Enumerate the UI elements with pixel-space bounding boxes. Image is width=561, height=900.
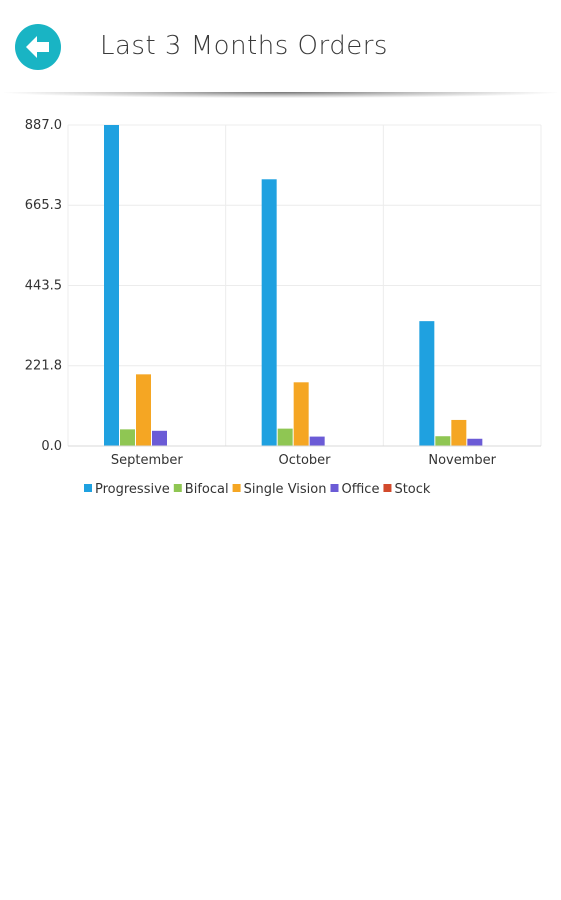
chart-grid	[67, 124, 542, 447]
legend-item-single-vision: Single Vision	[232, 482, 327, 497]
legend-swatch	[84, 484, 92, 492]
bar-office-november	[467, 438, 483, 446]
y-tick-label: 887.0	[25, 118, 62, 133]
legend-item-stock: Stock	[383, 482, 431, 497]
x-tick-label: October	[278, 453, 331, 468]
legend-label: Bifocal	[185, 482, 229, 497]
chart-axes: 0.0 221.8 443.5 665.3 887.0 September October N…	[25, 118, 541, 468]
bar-progressive-october	[261, 179, 277, 446]
legend-label: Office	[342, 482, 380, 497]
chart-legend: Progressive Bifocal Single Vision Office Sto…	[84, 482, 431, 497]
legend-label: Stock	[394, 482, 430, 497]
legend-swatch	[232, 484, 241, 492]
arrow-left-icon	[26, 36, 49, 58]
bar-office-september	[152, 430, 167, 446]
bar-bifocal-october	[277, 428, 293, 446]
legend-swatch	[383, 484, 392, 492]
legend-label: Single Vision	[244, 482, 327, 497]
bar-single-vision-september	[136, 374, 151, 446]
legend-item-office: Office	[330, 482, 380, 497]
back-button[interactable]	[15, 24, 61, 70]
bar-single-vision-october	[293, 382, 309, 446]
x-tick-label: September	[111, 453, 184, 468]
y-tick-label: 443.5	[25, 279, 62, 294]
header-divider	[4, 92, 557, 98]
bar-bifocal-november	[435, 436, 451, 446]
orders-chart: 0.0 221.8 443.5 665.3 887.0 September October N…	[0, 100, 561, 520]
chart-canvas: 0.0 221.8 443.5 665.3 887.0 September October N…	[25, 118, 542, 497]
x-tick-label: November	[428, 453, 496, 468]
chart-bars	[104, 125, 483, 446]
page-title: Last 3 Months Orders	[100, 31, 388, 61]
bar-progressive-november	[419, 321, 435, 446]
bar-bifocal-september	[120, 429, 135, 446]
app-header: Last 3 Months Orders	[0, 0, 561, 98]
legend-item-bifocal: Bifocal	[173, 482, 229, 497]
legend-label: Progressive	[95, 482, 170, 497]
legend-swatch	[173, 484, 182, 492]
legend-item-progressive: Progressive	[84, 482, 170, 497]
bar-office-october	[309, 436, 325, 446]
legend-swatch	[330, 484, 339, 492]
bar-single-vision-november	[451, 419, 467, 446]
y-tick-label: 665.3	[25, 198, 62, 213]
y-tick-label: 221.8	[25, 359, 62, 374]
y-tick-label: 0.0	[41, 439, 62, 454]
bar-progressive-september	[104, 125, 119, 446]
